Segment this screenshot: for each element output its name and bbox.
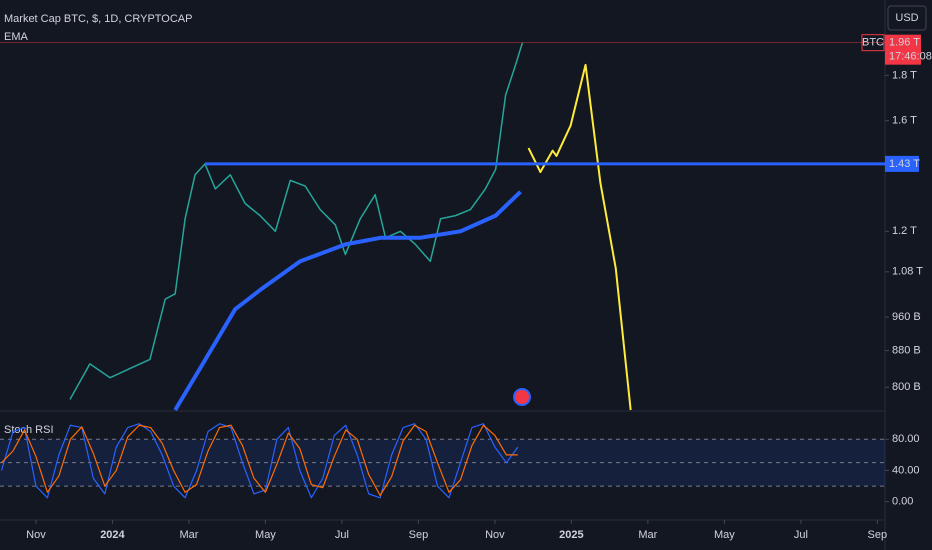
price-badge (885, 34, 921, 65)
series-line (173, 190, 522, 412)
chart-title: Market Cap BTC, $, 1D, CRYPTOCAP (4, 13, 192, 25)
x-tick-label: Sep (868, 529, 888, 541)
event-icon[interactable] (513, 388, 531, 406)
y-tick-label: 0.00 (892, 496, 913, 508)
series-line (69, 42, 524, 400)
y-tick-label: 800 B (892, 381, 921, 393)
y-tick-label: 80.00 (892, 433, 920, 445)
x-tick-label: May (714, 529, 735, 541)
x-tick-label: Sep (409, 529, 429, 541)
x-tick-label: May (255, 529, 276, 541)
symbol-badge (861, 34, 885, 52)
series-line (0, 423, 519, 499)
y-tick-label: 1.08 T (892, 266, 923, 278)
x-tick-label: Nov (26, 529, 46, 541)
price-label: 1.96 T (889, 37, 920, 49)
countdown: 17:46:08 (889, 51, 932, 63)
x-tick-label: 2024 (100, 529, 125, 541)
indicator-label: Stoch RSI (4, 424, 54, 436)
x-tick-label: Jul (794, 529, 808, 541)
currency-button[interactable] (887, 5, 927, 31)
y-tick-label: 1.2 T (892, 225, 917, 237)
x-tick-label: Jul (335, 529, 349, 541)
x-tick-label: 2025 (559, 529, 583, 541)
y-tick-label: 1.6 T (892, 115, 917, 127)
y-tick-label: 880 B (892, 344, 921, 356)
level-badge (885, 155, 919, 172)
y-tick-label: 40.00 (892, 464, 920, 476)
series-line (1, 424, 518, 497)
level-label: 1.43 T (889, 158, 920, 170)
x-tick-label: Mar (179, 529, 198, 541)
x-tick-label: Nov (485, 529, 505, 541)
currency[interactable]: USD (895, 12, 918, 24)
y-tick-label: 960 B (892, 311, 921, 323)
x-tick-label: Mar (638, 529, 657, 541)
indicator-label: EMA (4, 31, 29, 43)
y-tick-label: 1.8 T (892, 69, 917, 81)
symbol-label: BTC (862, 37, 884, 49)
